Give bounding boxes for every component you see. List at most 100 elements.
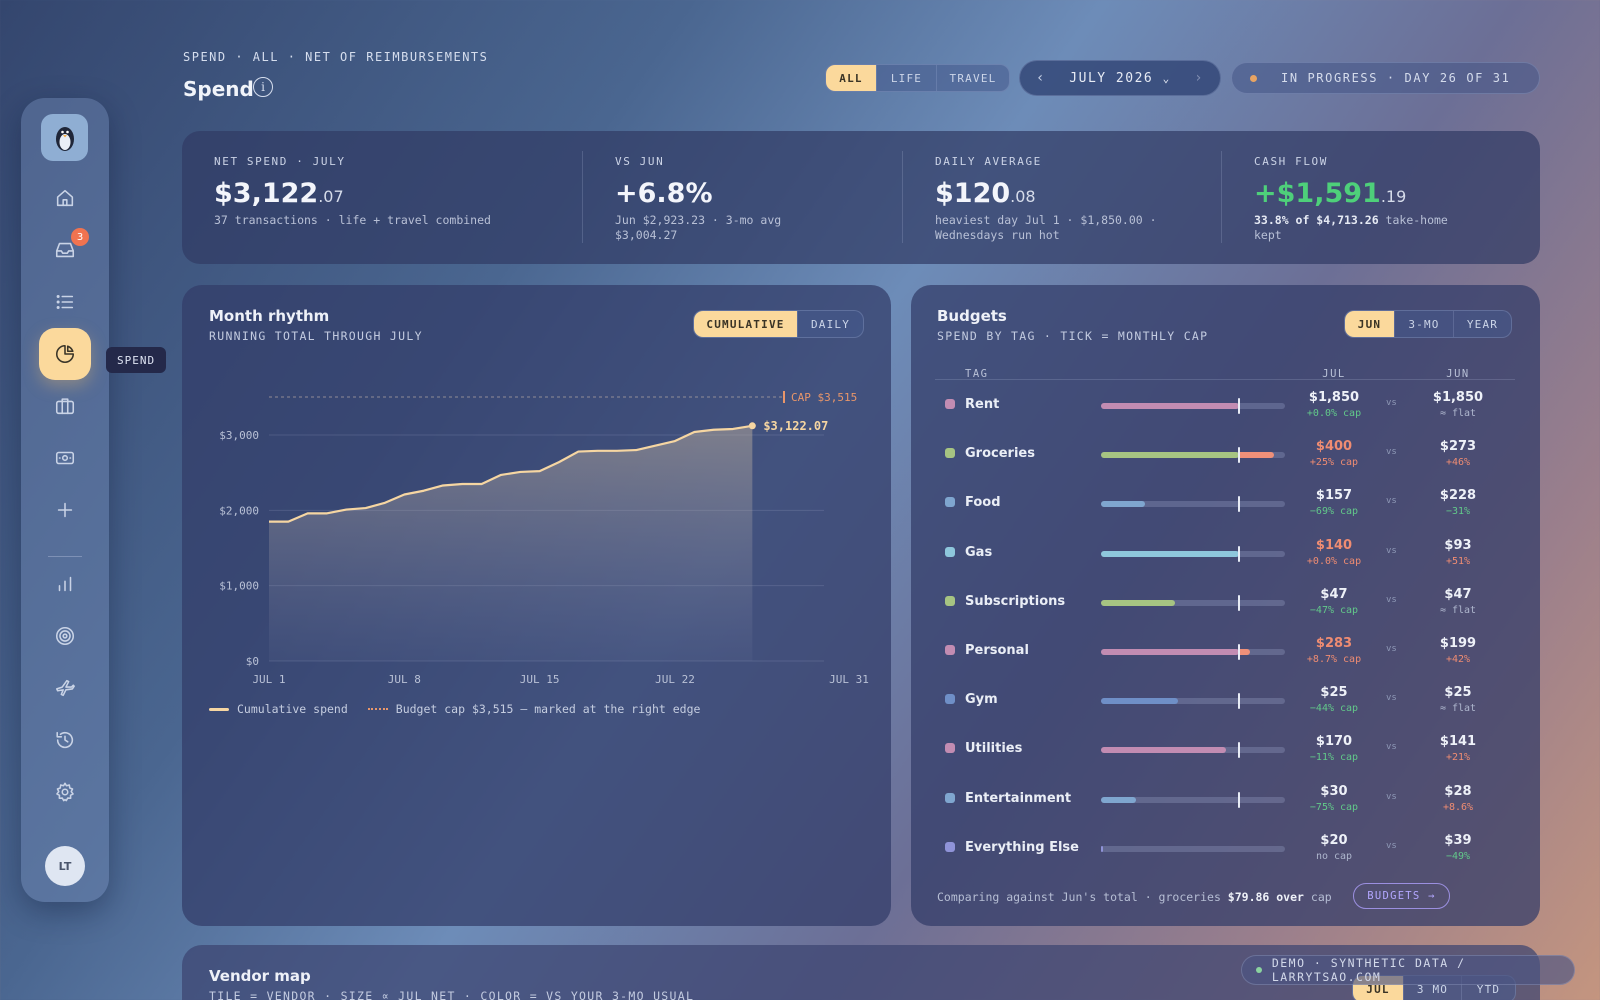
status-dot <box>1250 74 1257 82</box>
tag-color-dot <box>945 497 955 508</box>
tag-color-dot <box>945 399 955 409</box>
bar-chart-icon[interactable] <box>43 562 87 606</box>
jun-amount: $25 <box>1444 685 1472 701</box>
toggle-3mo[interactable]: 3 MO <box>1403 976 1461 1000</box>
panel-title: Budgets <box>937 307 1007 325</box>
info-icon[interactable]: i <box>253 77 273 97</box>
toggle-3mo[interactable]: 3-MO <box>1394 311 1453 337</box>
budgets-button[interactable]: BUDGETS → <box>1353 883 1450 909</box>
budget-row[interactable]: Gym $25 −44% cap vs $25 ≈ flat <box>935 678 1515 724</box>
penguin-logo-icon[interactable] <box>41 114 88 161</box>
tab-all[interactable]: ALL <box>826 65 876 91</box>
chevron-right-icon[interactable]: › <box>1194 70 1204 86</box>
vs-label: vs <box>1386 496 1397 507</box>
tag-color-dot <box>945 448 955 459</box>
plus-icon[interactable] <box>43 488 87 532</box>
chevron-left-icon[interactable]: ‹ <box>1036 70 1046 86</box>
tag-color-dot <box>945 595 955 606</box>
list-icon[interactable] <box>43 280 87 324</box>
tag-name: Groceries <box>965 446 1035 462</box>
tag-color-dot <box>945 645 955 655</box>
stat-net-spend: NET SPEND · JULY $3,122.07 37 transactio… <box>214 155 491 228</box>
jul-vs-cap: −75% cap <box>1309 801 1359 813</box>
budget-bar-overage <box>1239 649 1251 655</box>
budget-row[interactable]: Food $157 −69% cap vs $228 −31% <box>935 481 1515 527</box>
month-select[interactable]: JULY 2026 ⌄ <box>1069 71 1170 86</box>
toggle-jun[interactable]: JUN <box>1345 311 1394 337</box>
budget-row[interactable]: Everything Else $20 no cap vs $39 −49% <box>935 826 1515 872</box>
cumulative-line <box>269 424 753 523</box>
panel-title: Month rhythm <box>209 307 330 325</box>
jun-change: ≈ flat <box>1439 703 1477 715</box>
legend-cap-swatch <box>367 708 388 710</box>
gear-icon[interactable] <box>43 770 87 814</box>
budget-row[interactable]: Rent $1,850 +0.0% cap vs $1,850 ≈ flat <box>935 383 1515 429</box>
budget-row[interactable]: Groceries $400 +25% cap vs $273 +46% <box>935 432 1515 478</box>
jun-change: +21% <box>1445 752 1471 764</box>
demo-dot <box>1256 967 1262 973</box>
inbox-icon[interactable] <box>43 228 87 272</box>
status-text: IN PROGRESS · DAY 26 OF 31 <box>1281 71 1511 85</box>
budget-bar-fill <box>1101 599 1175 606</box>
toggle-year[interactable]: YEAR <box>1453 311 1511 337</box>
tag-color-dot <box>945 546 955 557</box>
tab-travel[interactable]: TRAVEL <box>936 65 1009 91</box>
budget-cap-tick <box>1238 545 1240 562</box>
budget-row[interactable]: Subscriptions $47 −47% cap vs $47 ≈ flat <box>935 580 1515 626</box>
jul-vs-cap: −47% cap <box>1309 604 1359 616</box>
jun-amount: $141 <box>1439 734 1477 750</box>
jul-amount: $140 <box>1315 537 1353 553</box>
tag-name: Utilities <box>965 741 1023 757</box>
vs-label: vs <box>1386 545 1397 556</box>
x-tick-label: JUL 1 <box>252 673 285 686</box>
budget-bar-fill <box>1101 747 1227 754</box>
avatar[interactable]: LT <box>45 846 85 886</box>
jul-amount: $157 <box>1315 488 1353 504</box>
sidebar-divider <box>48 556 82 557</box>
pie-chart-icon[interactable] <box>39 328 91 380</box>
tag-color-dot <box>945 841 955 852</box>
tab-life[interactable]: LIFE <box>876 65 936 91</box>
toggle-ytd[interactable]: YTD <box>1461 976 1515 1000</box>
budget-bar-fill <box>1101 649 1239 655</box>
history-icon[interactable] <box>43 718 87 762</box>
home-icon[interactable] <box>43 176 87 220</box>
cash-icon[interactable] <box>43 436 87 480</box>
budget-row[interactable]: Utilities $170 −11% cap vs $141 +21% <box>935 727 1515 773</box>
toggle-cumulative[interactable]: CUMULATIVE <box>694 311 797 337</box>
jul-amount: $283 <box>1315 636 1353 651</box>
target-icon[interactable] <box>43 614 87 658</box>
toggle-daily[interactable]: DAILY <box>797 311 863 337</box>
stat-cash-flow: CASH FLOW +$1,591.19 33.8% of $4,713.26 … <box>1254 155 1448 243</box>
budget-row[interactable]: Personal $283 +8.7% cap vs $199 +42% <box>935 629 1515 675</box>
jun-amount: $93 <box>1444 537 1472 553</box>
table-divider <box>935 379 1515 380</box>
y-tick-label: $1,000 <box>219 580 259 593</box>
x-tick-label: JUL 31 <box>829 673 869 686</box>
x-tick-label: JUL 8 <box>388 673 421 686</box>
demo-badge: DEMO · SYNTHETIC DATA / LARRYTSAO.COM <box>1241 955 1575 985</box>
jun-change: ≈ flat <box>1439 604 1477 616</box>
vs-label: vs <box>1386 742 1397 753</box>
budget-bar-fill <box>1101 403 1239 409</box>
vendor-map-panel: Vendor map TILE = VENDOR · SIZE ∝ JUL NE… <box>182 945 1540 1000</box>
jun-change: +46% <box>1445 457 1471 469</box>
inbox-badge: 3 <box>71 228 89 246</box>
plane-icon[interactable] <box>43 666 87 710</box>
jul-vs-cap: +0.0% cap <box>1306 555 1362 567</box>
budgets-toggle: JUN 3-MO YEAR <box>1344 310 1512 338</box>
briefcase-icon[interactable] <box>43 384 87 428</box>
budget-row[interactable]: Entertainment $30 −75% cap vs $28 +8.6% <box>935 777 1515 823</box>
budgets-panel: Budgets SPEND BY TAG · TICK = MONTHLY CA… <box>911 285 1540 926</box>
cap-label: CAP $3,515 <box>791 391 857 404</box>
vs-label: vs <box>1386 693 1397 704</box>
budget-row[interactable]: Gas $140 +0.0% cap vs $93 +51% <box>935 531 1515 577</box>
page-eyebrow: SPEND · ALL · NET OF REIMBURSEMENTS <box>183 50 489 64</box>
tag-name: Subscriptions <box>965 593 1066 609</box>
budget-cap-tick <box>1238 594 1240 611</box>
jul-vs-cap: −11% cap <box>1309 752 1359 764</box>
stat-vs-jun: VS JUN +6.8% Jun $2,923.23 · 3-mo avg $3,… <box>615 155 781 243</box>
budget-bar-track <box>1101 791 1285 808</box>
stat-sub: 33.8% of $4,713.26 take-home kept <box>1254 213 1448 242</box>
vs-label: vs <box>1386 791 1397 802</box>
